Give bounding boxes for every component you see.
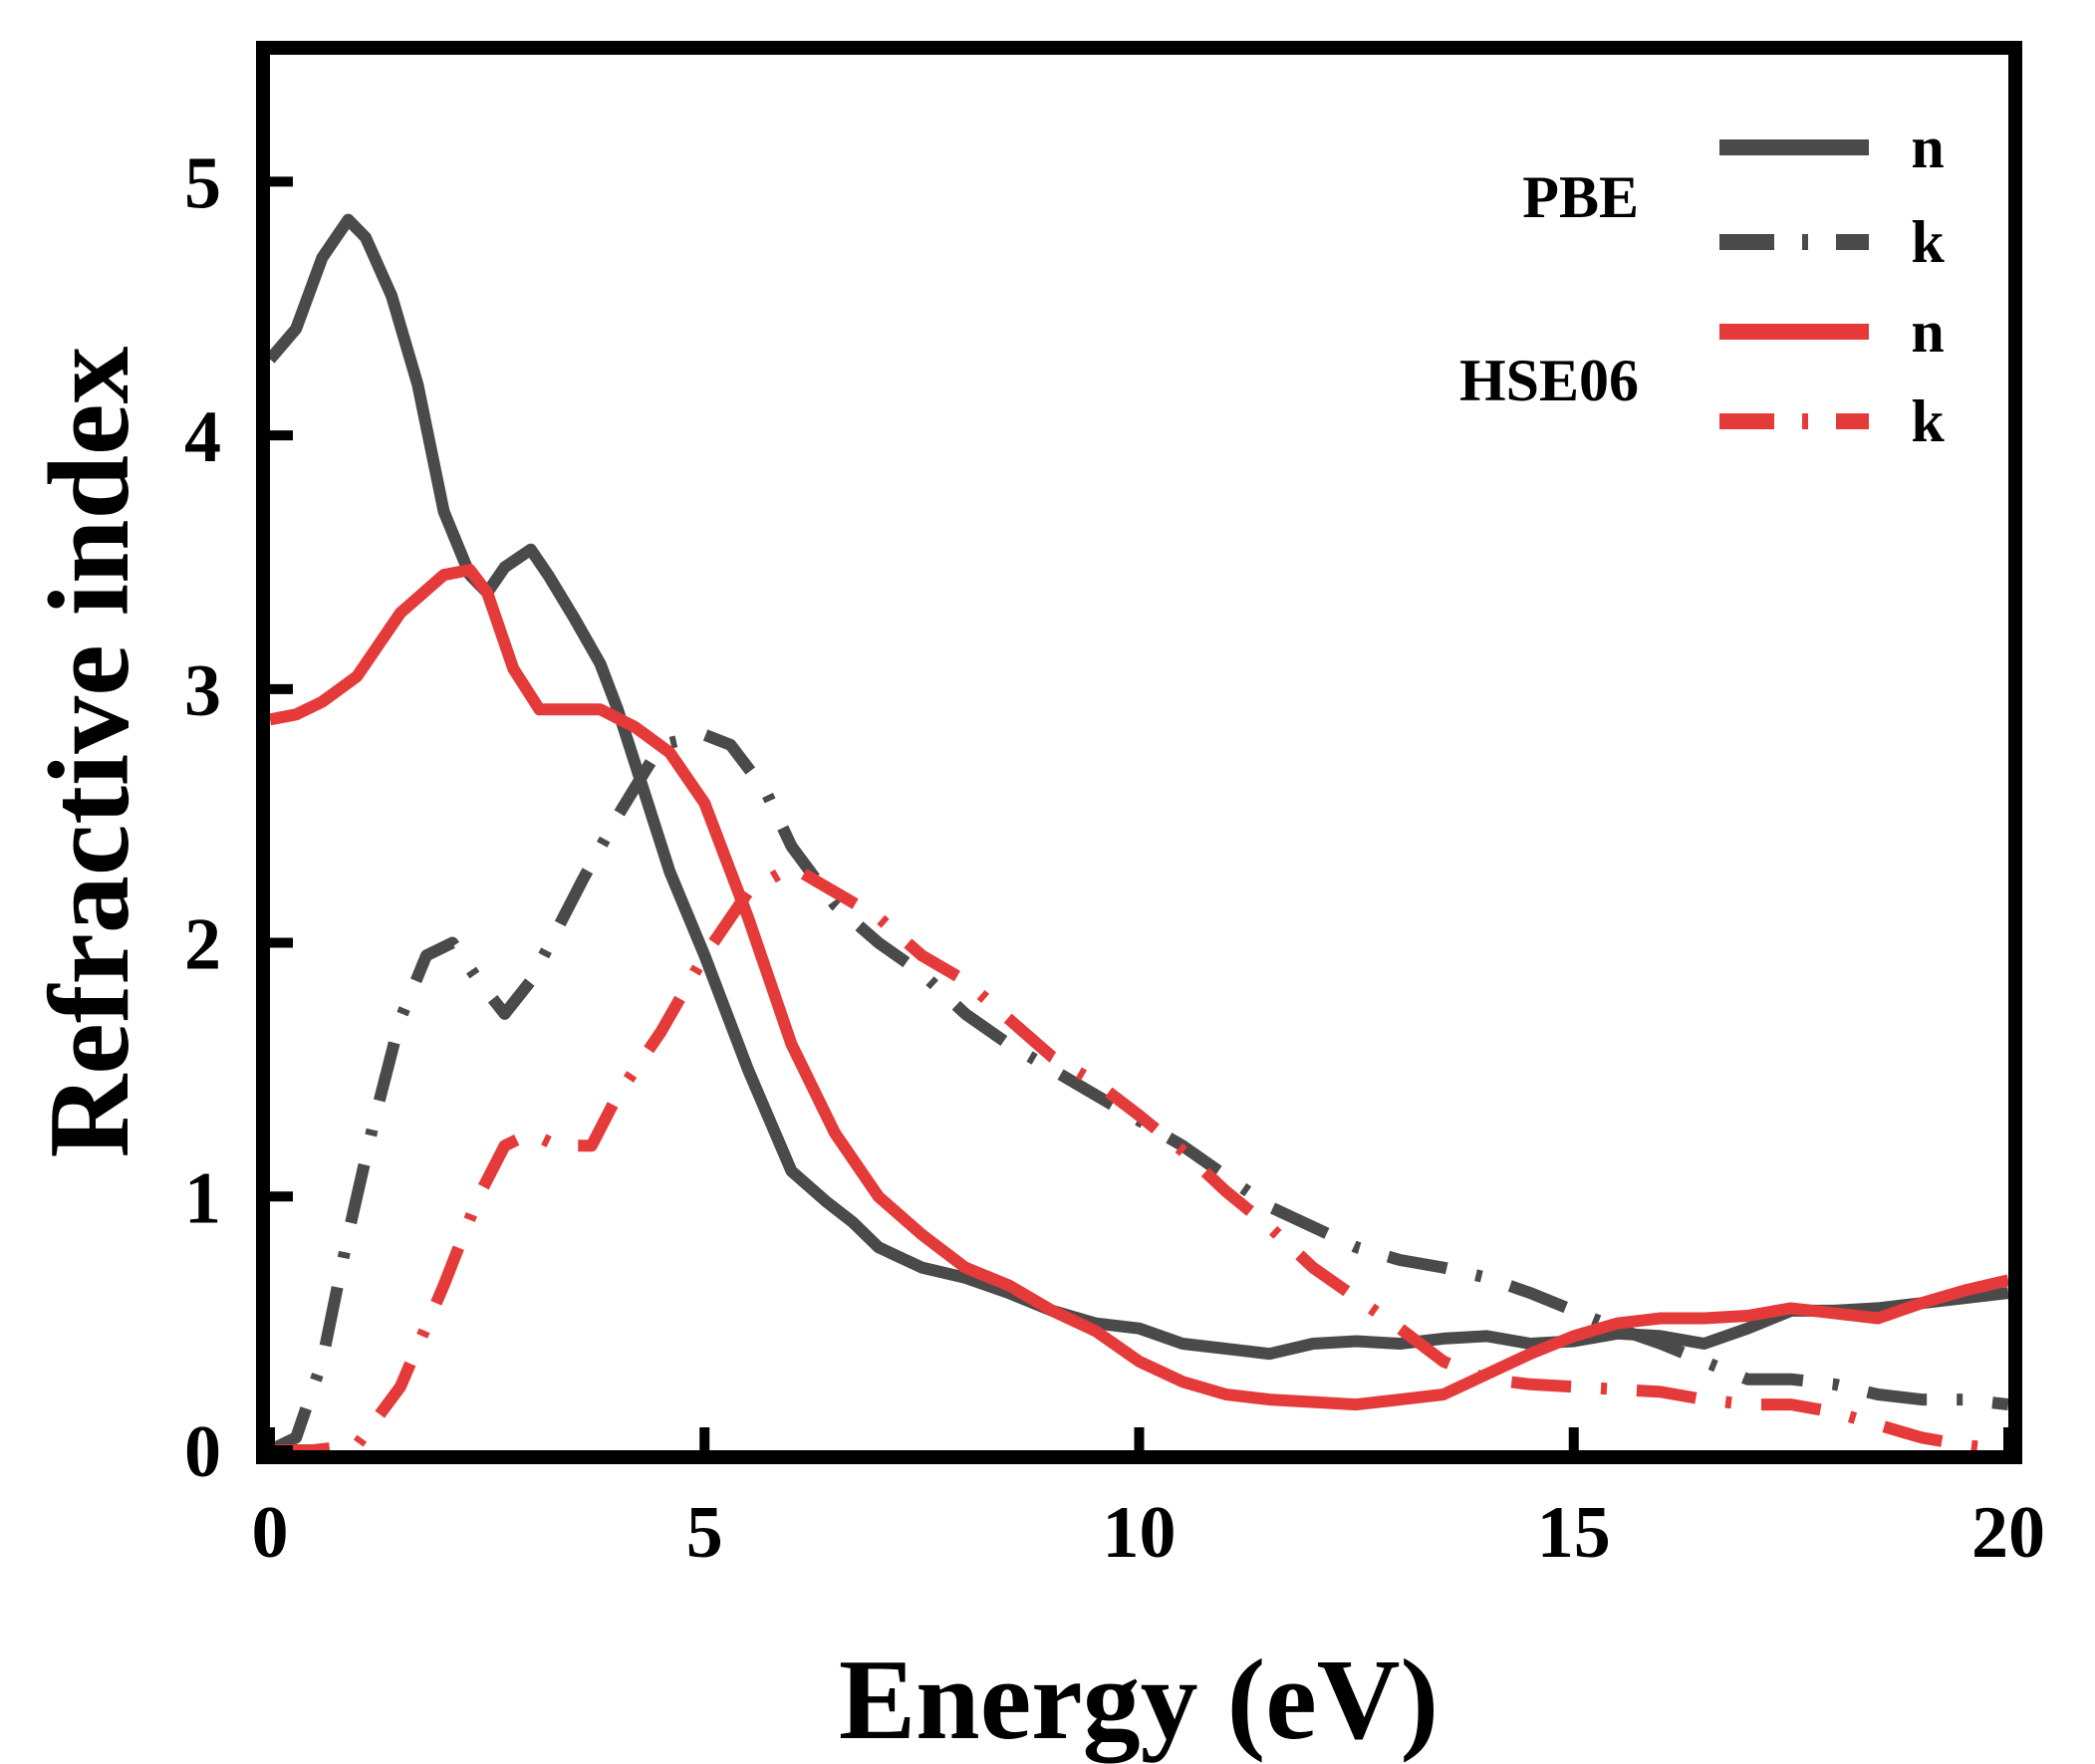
y-tick-label: 4	[184, 396, 221, 478]
y-axis-title: Refractive index	[26, 347, 153, 1158]
series-line-pbe-n	[270, 213, 2008, 1361]
y-tick-label: 2	[184, 904, 221, 986]
x-tick-label: 10	[1103, 1492, 1177, 1574]
legend-group-label: PBE	[1522, 164, 1639, 230]
plot-frame	[256, 41, 2022, 1464]
y-tick-label: 3	[184, 650, 221, 732]
x-tick-label: 5	[686, 1492, 723, 1574]
y-tick-label: 1	[184, 1157, 221, 1239]
y-tick-label: 0	[184, 1411, 221, 1493]
tick-labels-layer: 0 5 10 15 20 0 1 2 3 4 5	[184, 142, 2045, 1574]
series-layer	[270, 213, 2008, 1450]
legend-series-label: k	[1911, 388, 1945, 454]
x-axis-title: Energy (eV)	[839, 1637, 1439, 1764]
legend-series-label: n	[1911, 115, 1944, 180]
x-tick-label: 15	[1537, 1492, 1611, 1574]
series-line-hse06-n	[270, 564, 2008, 1411]
series-line-pbe-k	[270, 728, 2008, 1450]
x-tick-label: 20	[1971, 1492, 2045, 1574]
x-tick-label: 0	[252, 1492, 289, 1574]
legend-series-label: k	[1911, 209, 1945, 275]
y-tick-label: 5	[184, 142, 221, 224]
ticks-layer	[263, 176, 2013, 1457]
legend-series-label: n	[1911, 299, 1944, 365]
legend-group-label: HSE06	[1459, 348, 1639, 413]
